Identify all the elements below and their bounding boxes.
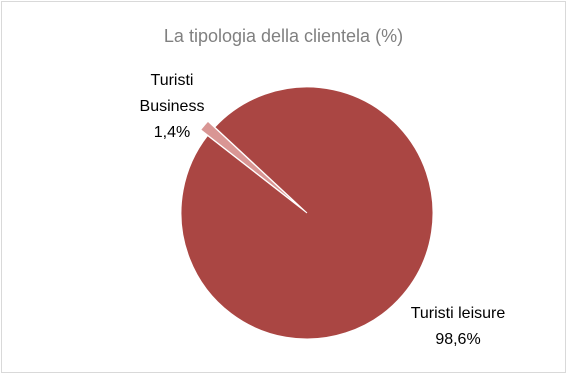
pie-slice-turisti-leisure (180, 86, 434, 340)
label-business-value: 1,4% (154, 124, 190, 141)
label-leisure-name: Turisti leisure (411, 305, 506, 322)
label-leisure-value: 98,6% (435, 331, 480, 348)
label-business-name-line2: Business (140, 98, 205, 115)
label-business-name-line1: Turisti (151, 72, 194, 89)
chart-title: La tipologia della clientela (%) (163, 26, 404, 46)
pie-slice-turisti-business (200, 120, 301, 208)
